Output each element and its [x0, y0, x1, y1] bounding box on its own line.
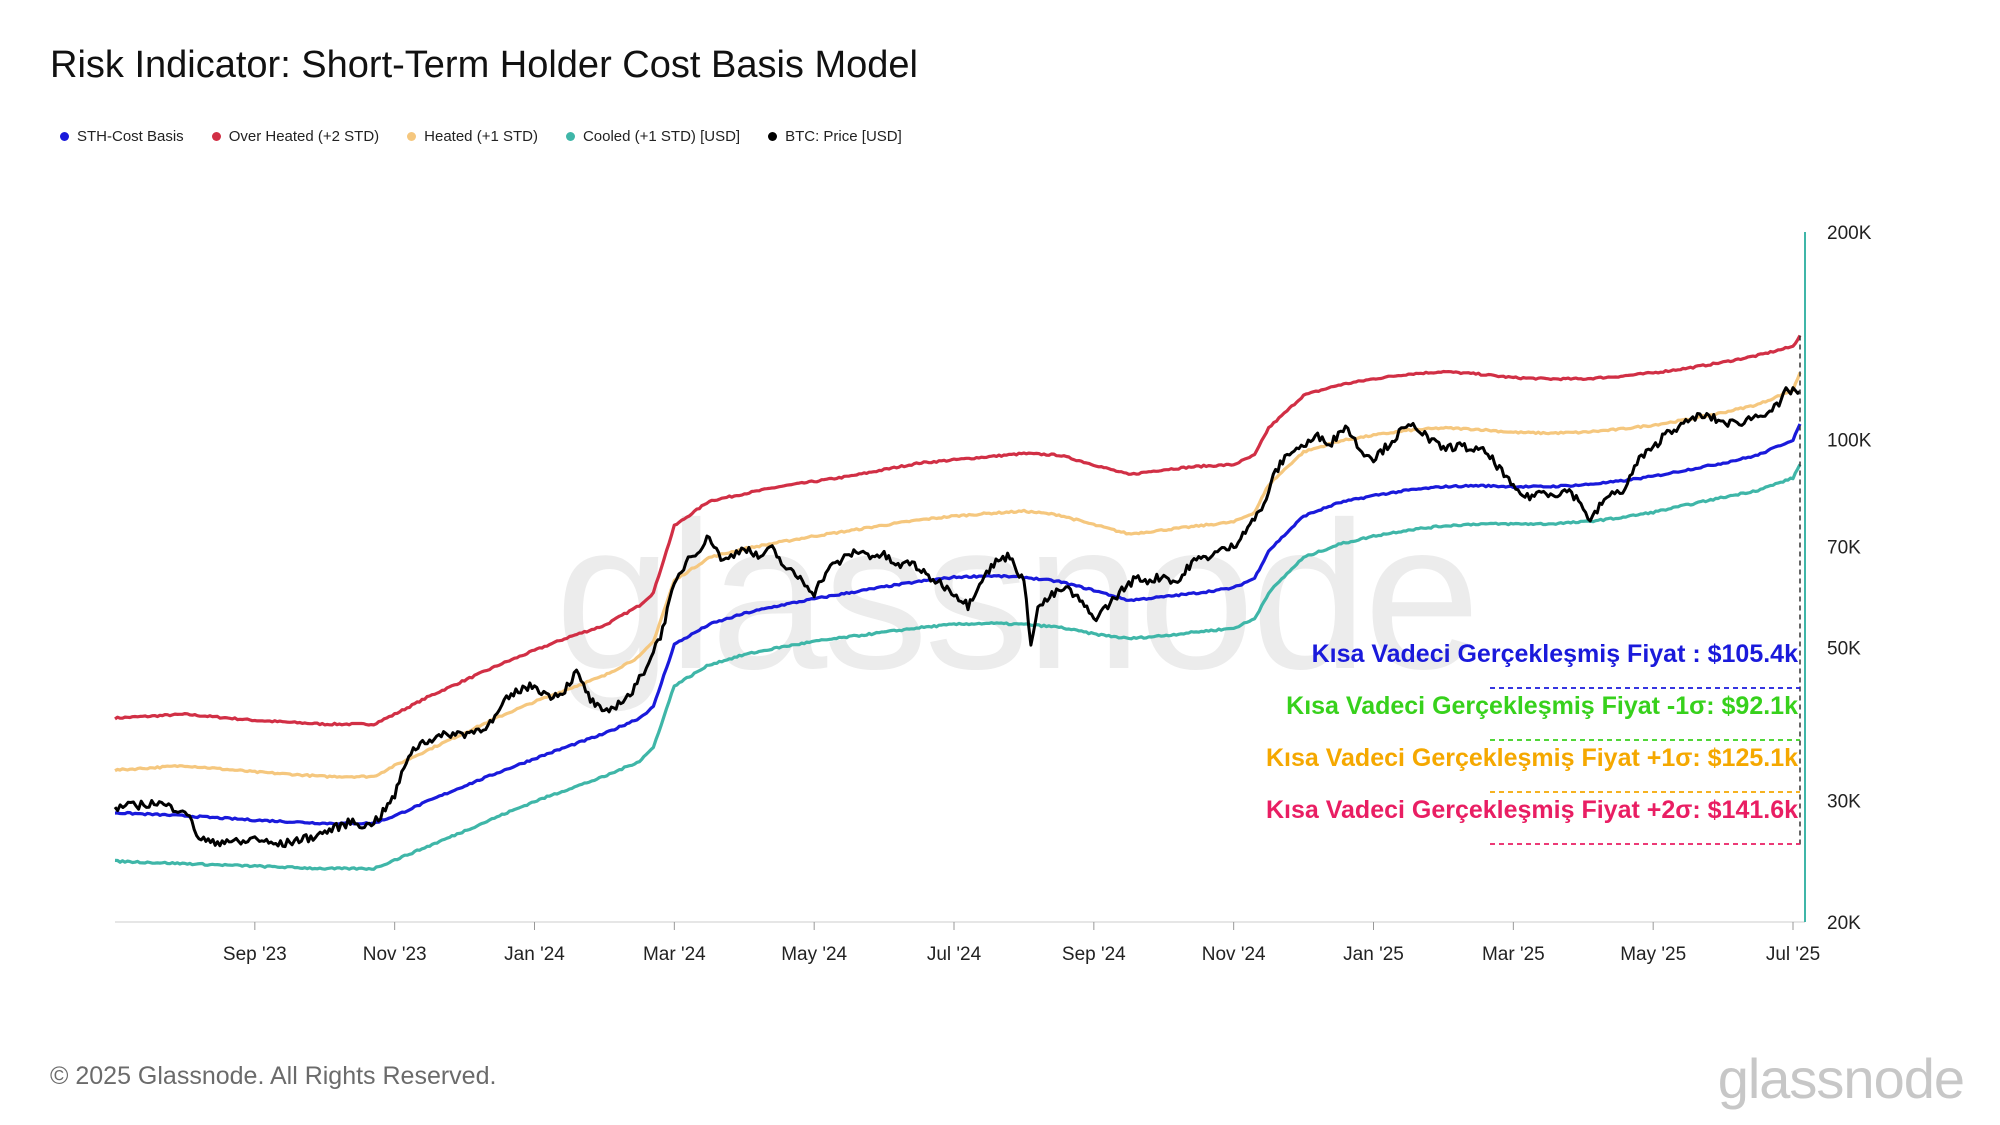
x-tick-label: May '24	[781, 944, 847, 965]
legend-label: BTC: Price [USD]	[785, 128, 902, 145]
legend-label: Over Heated (+2 STD)	[228, 128, 380, 145]
annotation-label: Kısa Vadeci Gerçekleşmiş Fiyat -1σ: $92.…	[1286, 692, 1798, 720]
annotation-label: Kısa Vadeci Gerçekleşmiş Fiyat +1σ: $125…	[1266, 744, 1798, 772]
legend-item-sth-cost-basis[interactable]: STH-Cost Basis	[60, 128, 184, 145]
legend-dot-icon	[768, 132, 778, 141]
y-tick-label: 70K	[1827, 538, 1861, 559]
glassnode-logo: glassnode	[1717, 1047, 1965, 1110]
series-line-over-heated-2-std	[114, 334, 1802, 727]
x-tick-label: Mar '25	[1482, 944, 1545, 965]
legend-label: Heated (+1 STD)	[424, 128, 538, 145]
y-tick-label: 20K	[1827, 913, 1861, 934]
annotation-label: Kısa Vadeci Gerçekleşmiş Fiyat +2σ: $141…	[1266, 796, 1798, 824]
copyright-footer: © 2025 Glassnode. All Rights Reserved.	[50, 1062, 497, 1090]
legend-dot-icon	[60, 132, 69, 141]
legend-item-over-heated[interactable]: Over Heated (+2 STD)	[211, 128, 380, 145]
x-tick-label: May '25	[1620, 944, 1686, 965]
x-tick-label: Jan '24	[504, 944, 565, 965]
y-tick-label: 200K	[1827, 223, 1872, 244]
annotation-label: Kısa Vadeci Gerçekleşmiş Fiyat : $105.4k	[1312, 640, 1799, 668]
legend-dot-icon	[565, 132, 575, 141]
legend: STH-Cost Basis Over Heated (+2 STD) Heat…	[60, 128, 902, 145]
x-tick-label: Nov '24	[1202, 944, 1266, 965]
y-tick-label: 30K	[1827, 791, 1861, 812]
x-tick-label: Jul '25	[1766, 944, 1820, 965]
x-tick-label: Nov '23	[363, 944, 427, 965]
series-line-btc-price-usd	[113, 386, 1801, 849]
x-tick-label: Jul '24	[927, 944, 982, 965]
series-line-cooled-1-std-usd	[114, 463, 1802, 871]
y-tick-label: 50K	[1827, 638, 1861, 659]
series-line-sth-cost-basis	[115, 423, 1802, 826]
y-tick-label: 100K	[1827, 431, 1872, 452]
legend-dot-icon	[211, 132, 221, 141]
legend-item-btc-price[interactable]: BTC: Price [USD]	[768, 128, 902, 145]
legend-label: Cooled (+1 STD) [USD]	[582, 128, 741, 145]
x-tick-label: Sep '24	[1062, 944, 1126, 965]
legend-item-cooled[interactable]: Cooled (+1 STD) [USD]	[565, 128, 741, 145]
legend-dot-icon	[407, 132, 417, 141]
legend-label: STH-Cost Basis	[77, 128, 184, 145]
x-tick-label: Sep '23	[223, 944, 287, 965]
chart-title: Risk Indicator: Short-Term Holder Cost B…	[50, 44, 918, 86]
series-line-heated-1-std	[114, 372, 1802, 779]
x-tick-label: Mar '24	[643, 944, 706, 965]
legend-item-heated[interactable]: Heated (+1 STD)	[407, 128, 538, 145]
x-tick-label: Jan '25	[1343, 944, 1404, 965]
